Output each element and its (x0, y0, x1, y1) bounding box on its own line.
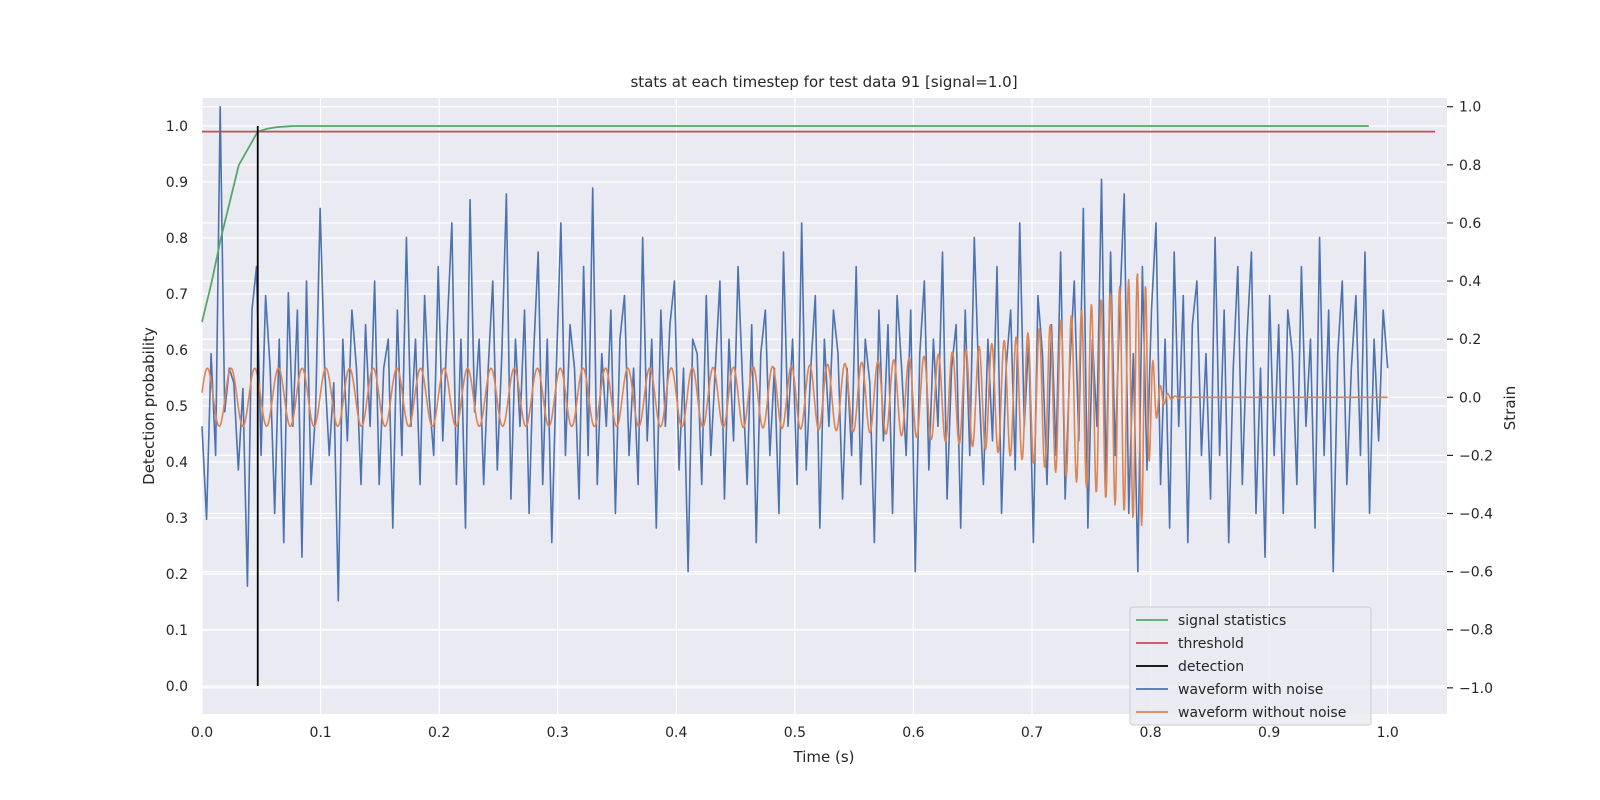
x-tick-label: 0.3 (547, 725, 569, 741)
legend-label: waveform without noise (1178, 705, 1346, 721)
y2-tick-labels: −1.0 −0.8 −0.6 −0.4 −0.2 0.0 0.2 0.4 0.6 0.8 1.0 (1447, 100, 1493, 697)
x-tick-label: 0.0 (191, 725, 213, 741)
x-tick-label: 0.7 (1021, 725, 1043, 741)
y-tick-label: 0.5 (166, 399, 188, 415)
x-axis-label: Time (s) (793, 748, 855, 766)
y2-tick-label: −1.0 (1459, 681, 1493, 697)
x-tick-label: 0.4 (665, 725, 687, 741)
y-tick-label: 0.9 (166, 175, 188, 191)
y2-tick-label: −0.6 (1459, 565, 1493, 581)
legend-label: waveform with noise (1178, 682, 1323, 698)
legend-box (1129, 606, 1372, 726)
y2-tick-label: −0.2 (1459, 448, 1493, 464)
x-tick-label: 0.6 (902, 725, 924, 741)
y2-tick-label: 1.0 (1459, 100, 1481, 116)
x-tick-label: 0.2 (428, 725, 450, 741)
chart-title: stats at each timestep for test data 91 … (630, 73, 1017, 91)
x-tick-label: 0.8 (1139, 725, 1161, 741)
series-waveform-with-noise (201, 105, 1389, 602)
y2-tick-label: −0.4 (1459, 507, 1493, 523)
y-tick-label: 0.8 (166, 231, 188, 247)
y2-axis-label: Strain (1501, 386, 1519, 430)
series-signal-statistics (201, 125, 1369, 323)
x-tick-label: 0.9 (1258, 725, 1280, 741)
y-tick-label: 1.0 (166, 119, 188, 135)
y-tick-labels: 0.0 0.1 0.2 0.3 0.4 0.5 0.6 0.7 0.8 0.9 1.0 (166, 119, 188, 695)
x-tick-label: 0.1 (309, 725, 331, 741)
x-tick-label: 0.5 (784, 725, 806, 741)
y-tick-label: 0.0 (166, 679, 188, 695)
legend: signal statistics threshold detection wavef… (1129, 606, 1372, 726)
series-waveform-without-noise (201, 273, 1388, 527)
y2-tick-label: 0.4 (1459, 274, 1481, 290)
y-axis-label: Detection probability (140, 327, 158, 485)
y-tick-label: 0.2 (166, 567, 188, 583)
legend-label: signal statistics (1178, 613, 1286, 629)
y2-tick-label: 0.0 (1459, 390, 1481, 406)
legend-label: threshold (1178, 636, 1244, 652)
y-tick-label: 0.7 (166, 287, 188, 303)
y2-tick-label: 0.2 (1459, 332, 1481, 348)
y2-tick-label: 0.6 (1459, 216, 1481, 232)
x-tick-label: 1.0 (1377, 725, 1399, 741)
legend-label: detection (1178, 659, 1244, 675)
x-tick-labels: 0.0 0.1 0.2 0.3 0.4 0.5 0.6 0.7 0.8 0.9 1.0 (191, 725, 1399, 741)
series-layer (201, 105, 1436, 686)
y-tick-label: 0.1 (166, 623, 188, 639)
y-tick-label: 0.3 (166, 511, 188, 527)
y2-tick-label: −0.8 (1459, 623, 1493, 639)
y-tick-label: 0.6 (166, 343, 188, 359)
y2-tick-label: 0.8 (1459, 158, 1481, 174)
y-tick-label: 0.4 (166, 455, 188, 471)
